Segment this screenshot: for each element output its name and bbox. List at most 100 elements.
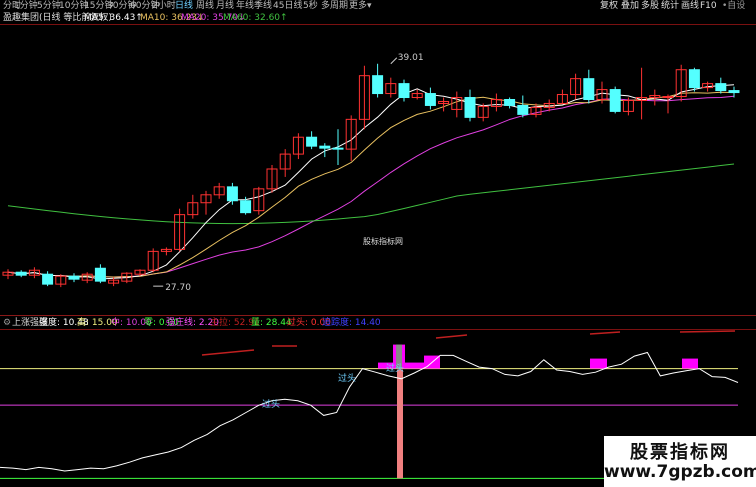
candle[interactable]	[649, 95, 661, 99]
period-tab[interactable]: 分时	[3, 1, 22, 11]
candle[interactable]	[530, 106, 542, 115]
period-tab[interactable]: 年线	[236, 1, 255, 11]
candle[interactable]	[451, 97, 463, 110]
candle[interactable]	[200, 194, 212, 204]
period-tab[interactable]: 周线	[196, 1, 215, 11]
period-tab[interactable]: 10分钟	[59, 1, 89, 11]
candle[interactable]	[94, 267, 106, 282]
candle[interactable]	[345, 118, 357, 150]
overshoot-block	[405, 362, 424, 369]
strength-line	[0, 351, 739, 472]
candle[interactable]	[28, 269, 40, 276]
candle[interactable]	[583, 78, 595, 100]
candle[interactable]	[68, 275, 80, 280]
candle[interactable]	[226, 186, 238, 202]
candle[interactable]	[292, 136, 304, 155]
period-tab[interactable]: 多周期	[321, 1, 349, 11]
period-tab[interactable]: 45日线	[273, 1, 303, 11]
candle[interactable]	[702, 83, 714, 89]
toolbar-button[interactable]: 叠加	[621, 1, 640, 11]
period-tab[interactable]: 1分钟	[14, 1, 38, 11]
candle[interactable]	[174, 214, 186, 250]
candle[interactable]	[253, 188, 265, 212]
candle[interactable]	[306, 136, 318, 147]
candle[interactable]	[715, 83, 727, 92]
period-tab[interactable]: 5分钟	[37, 1, 61, 11]
toolbar-button[interactable]: 统计	[661, 1, 680, 11]
candle[interactable]	[385, 83, 397, 95]
candle[interactable]	[424, 93, 436, 106]
main-chart-titlebar: 盈趣集团(日线 等比前复权) MA5: 36.43↑ MA10: 36.23↓ …	[0, 12, 756, 24]
candle[interactable]	[108, 279, 120, 284]
candle[interactable]	[266, 168, 278, 190]
candle[interactable]	[517, 104, 529, 115]
period-tab[interactable]: 5秒	[303, 1, 318, 11]
candle[interactable]	[213, 186, 225, 196]
period-tab[interactable]: 60分钟	[130, 1, 160, 11]
candle[interactable]	[556, 94, 568, 104]
ma20-line	[7, 95, 735, 278]
indicator-value: 主拉: 52.91	[210, 318, 260, 328]
candle[interactable]	[504, 99, 516, 106]
gear-icon[interactable]: ⚙	[3, 318, 12, 328]
candle[interactable]	[636, 97, 648, 101]
toolbar-button[interactable]: F10	[700, 1, 717, 11]
candle[interactable]	[358, 75, 370, 120]
candle[interactable]	[596, 89, 608, 101]
period-tab[interactable]: 日线	[175, 1, 194, 11]
candle[interactable]	[279, 153, 291, 170]
period-tab[interactable]: 更多▾	[349, 1, 372, 11]
watermark-url: www.7gpzb.com	[604, 462, 756, 482]
candle[interactable]	[398, 83, 410, 99]
indicator-value: 中: 10.00	[111, 318, 152, 328]
toolbar-button[interactable]: 复权	[600, 1, 619, 11]
period-tab[interactable]: 2小时	[152, 1, 176, 11]
candle[interactable]	[121, 272, 133, 282]
overshoot-annotation: 过头	[338, 372, 356, 384]
candle[interactable]	[134, 269, 146, 275]
candle[interactable]	[477, 105, 489, 118]
candle[interactable]	[675, 69, 687, 98]
overshoot-block	[378, 362, 394, 369]
candle[interactable]	[464, 97, 476, 118]
candle[interactable]	[15, 271, 27, 276]
period-tab[interactable]: 15分钟	[84, 1, 114, 11]
candle[interactable]	[240, 200, 252, 214]
ma20-label: MA20: 35.70↓	[181, 13, 246, 23]
candle[interactable]	[81, 273, 93, 281]
candle[interactable]	[42, 273, 54, 285]
ma5-label: MA5: 36.43↑	[84, 13, 143, 23]
overshoot-annotation: 过头	[262, 398, 280, 410]
indicator-titlebar: ⚙ 上涨强度 强度: 10.48 高: 15.00 中: 10.00 零: 0.…	[0, 317, 756, 329]
candle[interactable]	[160, 248, 172, 252]
candle[interactable]	[332, 147, 344, 150]
candle[interactable]	[2, 271, 14, 276]
indicator-value: 强度: 10.48	[39, 318, 89, 328]
candle[interactable]	[728, 90, 740, 94]
candle[interactable]	[688, 69, 700, 89]
period-tab[interactable]: 月线	[216, 1, 235, 11]
indicator-value: 零: 0.00	[144, 318, 179, 328]
settings-button[interactable]: •自设	[722, 1, 746, 11]
period-tab[interactable]: 30分钟	[107, 1, 137, 11]
indicator-name[interactable]: 上涨强度	[12, 318, 49, 328]
candle[interactable]	[570, 78, 582, 96]
candle[interactable]	[490, 99, 502, 107]
candle[interactable]	[55, 275, 67, 285]
candle[interactable]	[187, 202, 199, 216]
candle[interactable]	[543, 102, 555, 108]
candle[interactable]	[372, 75, 384, 95]
candle[interactable]	[411, 93, 423, 99]
main-pull-line	[589, 331, 621, 335]
toolbar-button[interactable]: 画线	[681, 1, 700, 11]
candle[interactable]	[319, 145, 331, 149]
candle[interactable]	[609, 89, 621, 112]
main-price-chart	[2, 57, 740, 288]
period-tab[interactable]: 季线	[254, 1, 273, 11]
toolbar-button[interactable]: 多股	[641, 1, 660, 11]
candle[interactable]	[622, 99, 634, 112]
candle[interactable]	[147, 250, 159, 271]
candle[interactable]	[438, 100, 450, 104]
candle[interactable]	[662, 96, 674, 99]
